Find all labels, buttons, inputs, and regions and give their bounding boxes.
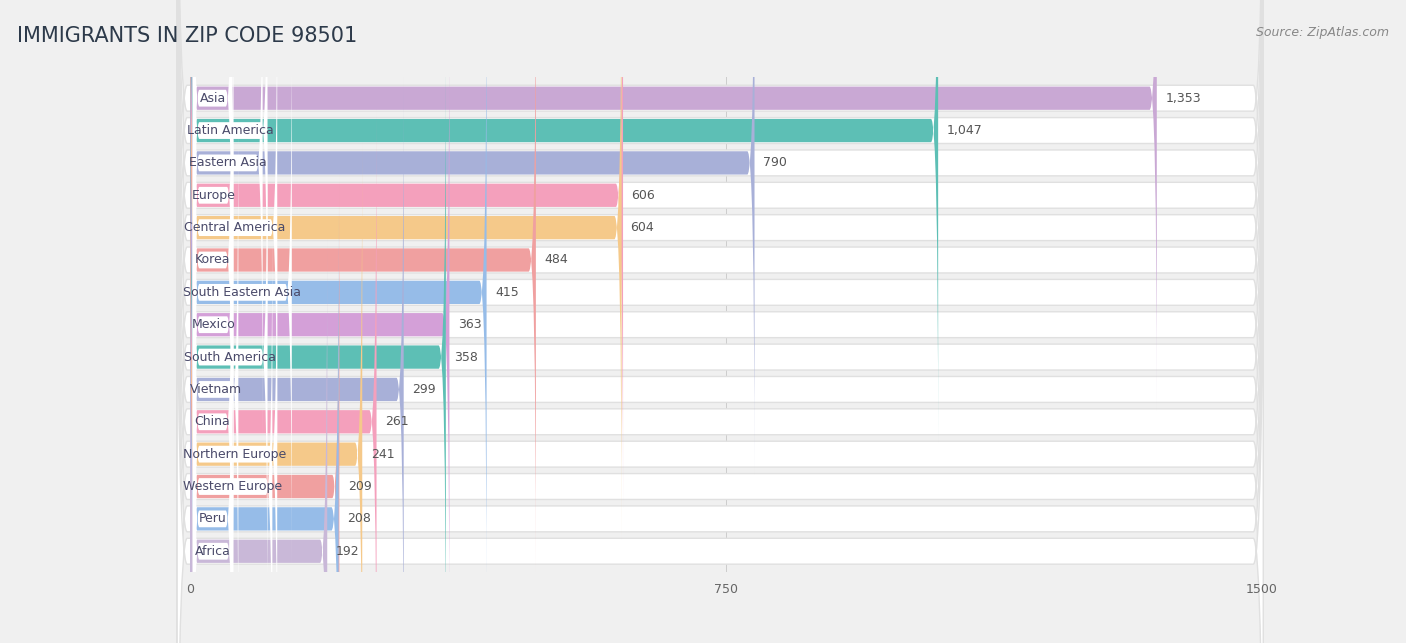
Text: Source: ZipAtlas.com: Source: ZipAtlas.com: [1256, 26, 1389, 39]
FancyBboxPatch shape: [177, 111, 1263, 643]
FancyBboxPatch shape: [190, 13, 450, 637]
FancyBboxPatch shape: [193, 0, 277, 511]
Text: Asia: Asia: [200, 92, 226, 105]
FancyBboxPatch shape: [190, 0, 623, 507]
FancyBboxPatch shape: [190, 0, 536, 572]
FancyBboxPatch shape: [190, 0, 755, 475]
Text: Eastern Asia: Eastern Asia: [188, 156, 267, 169]
FancyBboxPatch shape: [193, 268, 233, 643]
Text: 415: 415: [495, 286, 519, 299]
Text: China: China: [194, 415, 231, 428]
Text: 1,353: 1,353: [1166, 92, 1201, 105]
FancyBboxPatch shape: [177, 0, 1263, 643]
FancyBboxPatch shape: [193, 42, 233, 608]
Text: 790: 790: [763, 156, 787, 169]
Text: 358: 358: [454, 350, 478, 363]
Text: Vietnam: Vietnam: [190, 383, 242, 396]
Text: 1,047: 1,047: [946, 124, 983, 137]
FancyBboxPatch shape: [190, 174, 339, 643]
Text: 192: 192: [336, 545, 360, 557]
Text: 606: 606: [631, 189, 655, 202]
FancyBboxPatch shape: [193, 0, 232, 543]
Text: 241: 241: [371, 448, 395, 460]
FancyBboxPatch shape: [177, 0, 1263, 643]
FancyBboxPatch shape: [190, 207, 339, 643]
FancyBboxPatch shape: [177, 0, 1263, 635]
Text: Korea: Korea: [195, 253, 231, 266]
FancyBboxPatch shape: [193, 10, 292, 575]
FancyBboxPatch shape: [193, 0, 233, 478]
Text: Africa: Africa: [195, 545, 231, 557]
FancyBboxPatch shape: [177, 0, 1263, 603]
FancyBboxPatch shape: [177, 46, 1263, 643]
FancyBboxPatch shape: [177, 14, 1263, 643]
Text: 208: 208: [347, 512, 371, 525]
FancyBboxPatch shape: [190, 0, 1157, 410]
FancyBboxPatch shape: [177, 0, 1263, 643]
FancyBboxPatch shape: [177, 0, 1263, 643]
FancyBboxPatch shape: [193, 0, 232, 381]
FancyBboxPatch shape: [190, 78, 404, 643]
FancyBboxPatch shape: [190, 239, 328, 643]
Text: 604: 604: [630, 221, 654, 234]
Text: 261: 261: [385, 415, 409, 428]
FancyBboxPatch shape: [177, 0, 1263, 643]
FancyBboxPatch shape: [177, 0, 1263, 570]
Text: Northern Europe: Northern Europe: [183, 448, 287, 460]
FancyBboxPatch shape: [190, 142, 363, 643]
Text: Europe: Europe: [191, 189, 235, 202]
FancyBboxPatch shape: [193, 139, 232, 643]
FancyBboxPatch shape: [193, 236, 232, 643]
FancyBboxPatch shape: [177, 79, 1263, 643]
FancyBboxPatch shape: [190, 0, 621, 539]
Text: Western Europe: Western Europe: [183, 480, 283, 493]
Text: Peru: Peru: [198, 512, 226, 525]
Text: 484: 484: [544, 253, 568, 266]
Text: IMMIGRANTS IN ZIP CODE 98501: IMMIGRANTS IN ZIP CODE 98501: [17, 26, 357, 46]
Text: 209: 209: [347, 480, 371, 493]
FancyBboxPatch shape: [177, 0, 1263, 643]
FancyBboxPatch shape: [190, 0, 486, 604]
FancyBboxPatch shape: [193, 0, 267, 413]
FancyBboxPatch shape: [193, 0, 263, 446]
Text: Latin America: Latin America: [187, 124, 274, 137]
FancyBboxPatch shape: [193, 171, 277, 643]
Text: Central America: Central America: [184, 221, 285, 234]
Text: South America: South America: [184, 350, 276, 363]
Text: 363: 363: [458, 318, 482, 331]
Text: 299: 299: [412, 383, 436, 396]
FancyBboxPatch shape: [177, 0, 1263, 538]
FancyBboxPatch shape: [190, 110, 377, 643]
FancyBboxPatch shape: [177, 0, 1263, 643]
FancyBboxPatch shape: [190, 45, 446, 643]
FancyBboxPatch shape: [193, 74, 267, 640]
Text: South Eastern Asia: South Eastern Asia: [183, 286, 301, 299]
FancyBboxPatch shape: [193, 107, 239, 643]
Text: Mexico: Mexico: [191, 318, 235, 331]
FancyBboxPatch shape: [193, 204, 273, 643]
FancyBboxPatch shape: [190, 0, 938, 442]
